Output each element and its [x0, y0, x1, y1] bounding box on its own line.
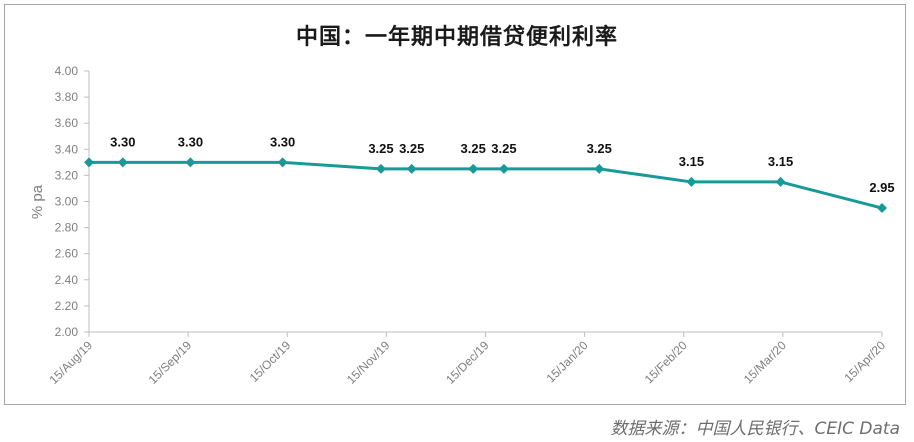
data-label: 3.15 — [768, 154, 793, 169]
data-label: 3.25 — [491, 141, 516, 156]
data-point — [594, 163, 605, 174]
data-label: 3.25 — [399, 141, 424, 156]
data-label: 3.25 — [368, 141, 393, 156]
data-label: 3.25 — [587, 141, 612, 156]
x-tick-label: 15/Apr/20 — [841, 338, 888, 385]
y-tick-label: 2.40 — [55, 273, 79, 287]
x-tick-label: 15/Nov/19 — [344, 338, 393, 387]
y-tick-label: 3.40 — [55, 142, 79, 156]
data-point — [84, 157, 94, 168]
series-line — [89, 160, 883, 210]
data-point — [775, 176, 786, 187]
x-tick-label: 15/Aug/19 — [47, 338, 96, 387]
y-tick-label: 4.00 — [55, 64, 79, 78]
data-point — [185, 157, 196, 168]
y-tick-label: 2.20 — [55, 299, 79, 313]
y-tick-label: 3.20 — [55, 168, 79, 182]
y-axis-title: % pa — [29, 184, 46, 219]
x-tick-label: 15/Jan/20 — [544, 338, 591, 385]
y-tick-label: 2.00 — [55, 325, 79, 339]
data-point — [686, 176, 697, 187]
y-tick-label: 3.60 — [55, 116, 79, 130]
x-tick-label: 15/Feb/20 — [642, 338, 690, 386]
chart-title: 中国：一年期中期借贷便利利率 — [295, 25, 618, 50]
data-label: 2.95 — [869, 180, 894, 195]
x-tick-label: 15/Dec/19 — [443, 338, 492, 387]
x-tick-label: 15/Sep/19 — [146, 338, 195, 387]
data-point — [468, 163, 479, 174]
x-tick-label: 15/Oct/19 — [247, 338, 294, 385]
y-tick-label: 2.60 — [55, 247, 79, 261]
data-point — [375, 163, 386, 174]
x-tick-label: 15/Mar/20 — [741, 338, 789, 386]
y-tick-label: 2.80 — [55, 221, 79, 235]
data-label: 3.15 — [679, 154, 704, 169]
chart-frame — [4, 4, 906, 405]
data-point — [498, 163, 509, 174]
data-point — [117, 157, 128, 168]
data-point — [277, 157, 288, 168]
source-note: 数据来源：中国人民银行、CEIC Data — [610, 419, 901, 439]
data-label: 3.25 — [461, 141, 486, 156]
data-point — [406, 163, 417, 174]
y-tick-label: 3.00 — [55, 195, 79, 209]
data-label: 3.30 — [178, 134, 203, 149]
data-label: 3.30 — [110, 134, 135, 149]
data-point — [877, 203, 887, 214]
data-label: 3.30 — [270, 134, 295, 149]
y-tick-label: 3.80 — [55, 90, 79, 104]
